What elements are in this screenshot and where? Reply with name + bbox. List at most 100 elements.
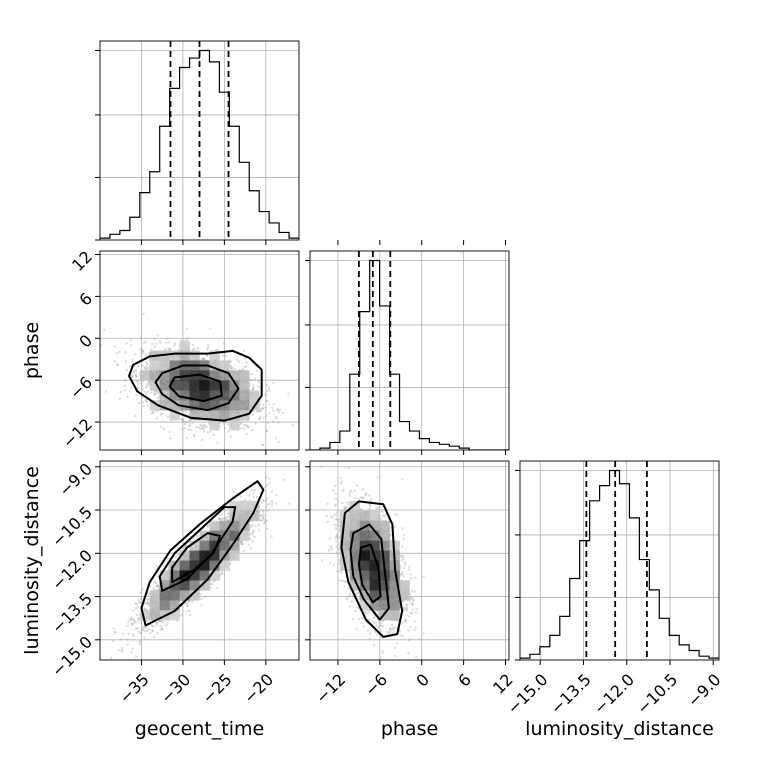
sample-point (244, 423, 247, 427)
sample-point (265, 399, 268, 402)
sample-point (151, 410, 154, 413)
sample-point (167, 340, 170, 344)
sample-point (152, 636, 156, 639)
sample-point (139, 631, 142, 635)
sample-point (265, 519, 269, 523)
sample-point (239, 422, 242, 426)
sample-point (181, 418, 184, 421)
sample-point (244, 498, 247, 502)
sample-point (253, 535, 256, 538)
sample-point (140, 628, 144, 631)
sample-point (207, 346, 210, 349)
sample-point (145, 365, 148, 368)
sample-point (275, 408, 279, 412)
sample-point (224, 517, 228, 520)
sample-point (145, 368, 148, 371)
sample-point (113, 360, 117, 363)
sample-point (134, 627, 138, 630)
sample-point (227, 512, 230, 515)
histogram-panel-phase (305, 250, 510, 451)
sample-point (264, 499, 268, 502)
sample-point (116, 363, 120, 366)
sample-point (220, 513, 223, 517)
sample-point (162, 427, 165, 431)
sample-point (134, 373, 137, 376)
sample-point (116, 363, 119, 366)
sample-point (250, 372, 253, 376)
density-cell (189, 380, 200, 391)
density-cell (149, 380, 160, 391)
sample-point (277, 411, 280, 414)
sample-point (138, 591, 142, 594)
sample-point (137, 616, 140, 620)
sample-point (262, 514, 266, 517)
sample-point (247, 543, 250, 547)
sample-point (158, 620, 162, 623)
scatter-panel-geocent_time-luminosity_distance (99, 460, 300, 661)
sample-point (230, 368, 233, 371)
sample-point (184, 338, 188, 341)
sample-point (251, 524, 254, 527)
sample-point (202, 429, 206, 433)
sample-point (169, 437, 172, 440)
sample-point (136, 626, 140, 630)
sample-point (166, 622, 169, 626)
sample-point (130, 651, 133, 654)
sample-point (156, 396, 160, 400)
sample-point (206, 347, 209, 351)
sample-point (153, 345, 156, 348)
sample-point (144, 602, 148, 605)
contour-level-1 (154, 364, 240, 412)
sample-point (261, 406, 265, 410)
sample-point (265, 383, 268, 387)
sample-point (139, 642, 142, 646)
sample-point (125, 342, 128, 345)
histogram-frame-luminosity_distance (519, 460, 720, 661)
sample-point (254, 524, 257, 528)
sample-point (136, 605, 139, 608)
sample-point (135, 380, 138, 383)
density-cell (239, 380, 250, 391)
sample-point (155, 624, 158, 627)
sample-point (266, 509, 269, 512)
sample-point (181, 428, 184, 431)
sample-point (152, 411, 155, 414)
sample-point (222, 422, 225, 425)
sample-point (134, 602, 137, 605)
sample-point (210, 582, 213, 586)
sample-point (142, 608, 146, 611)
sample-point (130, 622, 133, 625)
sample-point (227, 430, 230, 433)
sample-point (145, 360, 148, 364)
sample-point (261, 407, 264, 410)
sample-point (128, 390, 131, 393)
sample-point (217, 517, 221, 521)
density-cell (159, 370, 170, 381)
sample-point (245, 365, 248, 368)
sample-point (265, 497, 268, 500)
sample-point (191, 348, 195, 352)
sample-point (272, 403, 275, 406)
sample-point (223, 426, 227, 430)
sample-point (200, 438, 204, 442)
sample-point (182, 419, 185, 422)
density-cell (209, 400, 220, 411)
sample-point (221, 571, 224, 574)
sample-point (188, 600, 191, 603)
density-cell (169, 370, 180, 381)
sample-point (125, 368, 129, 372)
sample-point (153, 393, 156, 396)
density-cell (169, 360, 180, 371)
sample-point (138, 601, 142, 604)
sample-point (245, 361, 248, 364)
sample-point (220, 518, 223, 522)
sample-point (203, 425, 207, 428)
sample-point (270, 535, 273, 538)
histogram-grid (310, 251, 509, 450)
sample-point (119, 390, 123, 394)
sample-point (229, 366, 232, 370)
sample-point (195, 425, 198, 429)
sample-point (147, 627, 150, 631)
panel-frame (99, 250, 300, 451)
sample-point (185, 436, 188, 439)
